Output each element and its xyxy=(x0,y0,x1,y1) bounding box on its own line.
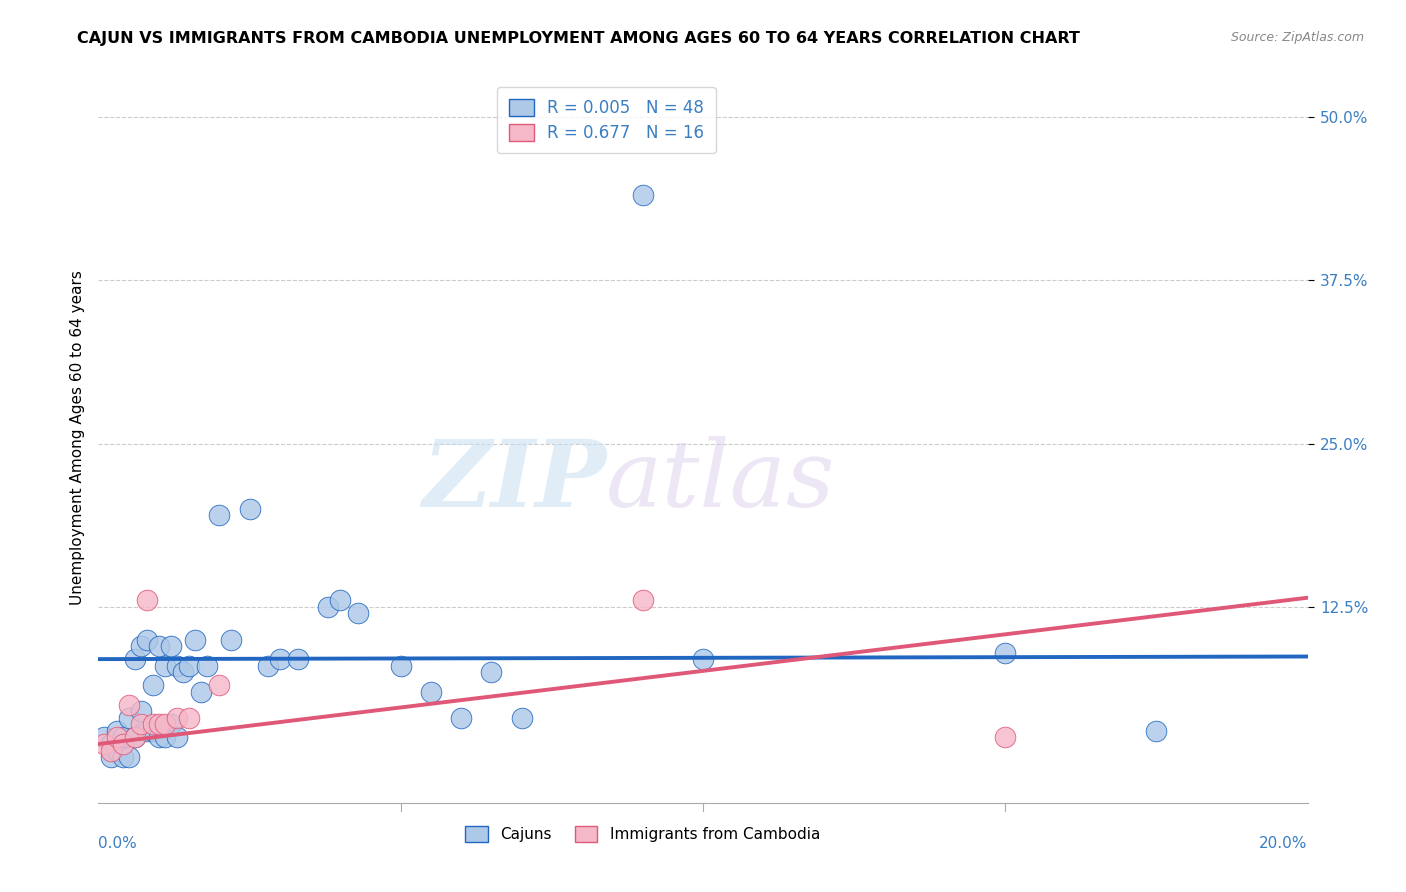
Point xyxy=(166,711,188,725)
Point xyxy=(142,717,165,731)
Point xyxy=(129,639,152,653)
Point xyxy=(153,717,176,731)
Point xyxy=(93,731,115,745)
Text: 0.0%: 0.0% xyxy=(98,836,138,851)
Point xyxy=(420,685,443,699)
Text: ZIP: ZIP xyxy=(422,436,606,526)
Point xyxy=(179,658,201,673)
Point xyxy=(510,711,533,725)
Point xyxy=(111,737,134,751)
Point xyxy=(190,685,212,699)
Point xyxy=(135,593,157,607)
Point xyxy=(160,717,183,731)
Point xyxy=(100,750,122,764)
Y-axis label: Unemployment Among Ages 60 to 64 years: Unemployment Among Ages 60 to 64 years xyxy=(69,269,84,605)
Point xyxy=(184,632,207,647)
Point xyxy=(160,639,183,653)
Point xyxy=(269,652,291,666)
Point xyxy=(239,502,262,516)
Point xyxy=(111,731,134,745)
Point xyxy=(124,731,146,745)
Point xyxy=(148,717,170,731)
Point xyxy=(179,711,201,725)
Point xyxy=(135,723,157,738)
Point xyxy=(124,652,146,666)
Point xyxy=(105,723,128,738)
Text: Source: ZipAtlas.com: Source: ZipAtlas.com xyxy=(1230,31,1364,45)
Point xyxy=(111,750,134,764)
Point xyxy=(142,678,165,692)
Point xyxy=(221,632,243,647)
Point xyxy=(172,665,194,680)
Point xyxy=(118,711,141,725)
Point xyxy=(287,652,309,666)
Point xyxy=(994,646,1017,660)
Point xyxy=(166,658,188,673)
Point xyxy=(208,508,231,523)
Point xyxy=(124,731,146,745)
Point xyxy=(129,717,152,731)
Point xyxy=(142,723,165,738)
Point xyxy=(692,652,714,666)
Point xyxy=(329,593,352,607)
Point xyxy=(153,731,176,745)
Point xyxy=(347,607,370,621)
Point xyxy=(450,711,472,725)
Point xyxy=(148,639,170,653)
Point xyxy=(118,750,141,764)
Point xyxy=(389,658,412,673)
Point xyxy=(631,593,654,607)
Text: atlas: atlas xyxy=(606,436,835,526)
Point xyxy=(195,658,218,673)
Point xyxy=(994,731,1017,745)
Point xyxy=(256,658,278,673)
Legend: Cajuns, Immigrants from Cambodia: Cajuns, Immigrants from Cambodia xyxy=(457,819,828,850)
Point xyxy=(166,731,188,745)
Point xyxy=(148,731,170,745)
Point xyxy=(129,705,152,719)
Point xyxy=(100,743,122,757)
Point xyxy=(93,737,115,751)
Point xyxy=(481,665,503,680)
Point xyxy=(153,658,176,673)
Point xyxy=(105,731,128,745)
Text: 20.0%: 20.0% xyxy=(1260,836,1308,851)
Point xyxy=(208,678,231,692)
Point xyxy=(105,743,128,757)
Point xyxy=(1144,723,1167,738)
Point xyxy=(316,599,339,614)
Text: CAJUN VS IMMIGRANTS FROM CAMBODIA UNEMPLOYMENT AMONG AGES 60 TO 64 YEARS CORRELA: CAJUN VS IMMIGRANTS FROM CAMBODIA UNEMPL… xyxy=(77,31,1080,46)
Point xyxy=(631,188,654,202)
Point xyxy=(135,632,157,647)
Point xyxy=(100,737,122,751)
Point xyxy=(118,698,141,712)
